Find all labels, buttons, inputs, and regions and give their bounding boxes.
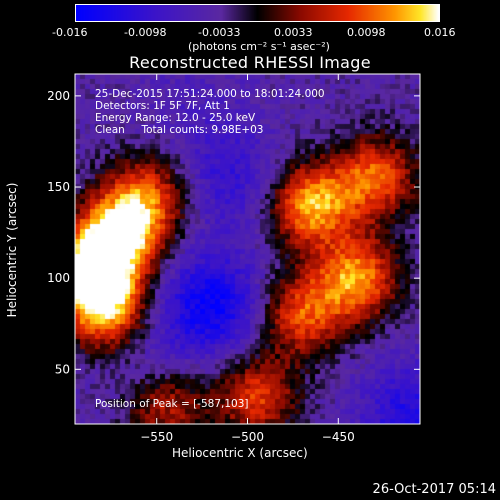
colorbar-tick: -0.0033 [198, 26, 241, 39]
y-tick-label: 150 [47, 180, 70, 194]
x-tick-label: −500 [231, 430, 264, 444]
time-range-label: 25-Dec-2015 17:51:24.000 to 18:01:24.000 [95, 88, 325, 100]
peak-position-label: Position of Peak = [-587,103] [95, 398, 249, 410]
chart-title: Reconstructed RHESSI Image [129, 53, 371, 72]
detectors-label: Detectors: 1F 5F 7F, Att 1 [95, 100, 230, 112]
colorbar-tick: -0.016 [52, 26, 88, 39]
y-tick-label: 100 [47, 271, 70, 285]
y-tick-label: 50 [55, 362, 70, 376]
y-tick-label: 200 [47, 89, 70, 103]
colorbar [75, 4, 440, 22]
colorbar-tick: 0.0098 [347, 26, 386, 39]
colorbar-tick: 0.016 [424, 26, 456, 39]
colorbar-unit: (photons cm⁻² s⁻¹ asec⁻²) [188, 40, 330, 53]
x-tick-label: −450 [322, 430, 355, 444]
colorbar-tick: 0.0033 [274, 26, 313, 39]
energy-range-label: Energy Range: 12.0 - 25.0 keV [95, 112, 256, 124]
x-axis-label: Heliocentric X (arcsec) [172, 446, 308, 460]
clean-counts-label: Clean Total counts: 9.98E+03 [95, 124, 264, 136]
x-tick-label: −550 [140, 430, 173, 444]
y-axis-label: Heliocentric Y (arcsec) [5, 182, 19, 318]
timestamp-footer: 26-Oct-2017 05:14 [372, 482, 496, 497]
colorbar-tick: -0.0098 [124, 26, 167, 39]
